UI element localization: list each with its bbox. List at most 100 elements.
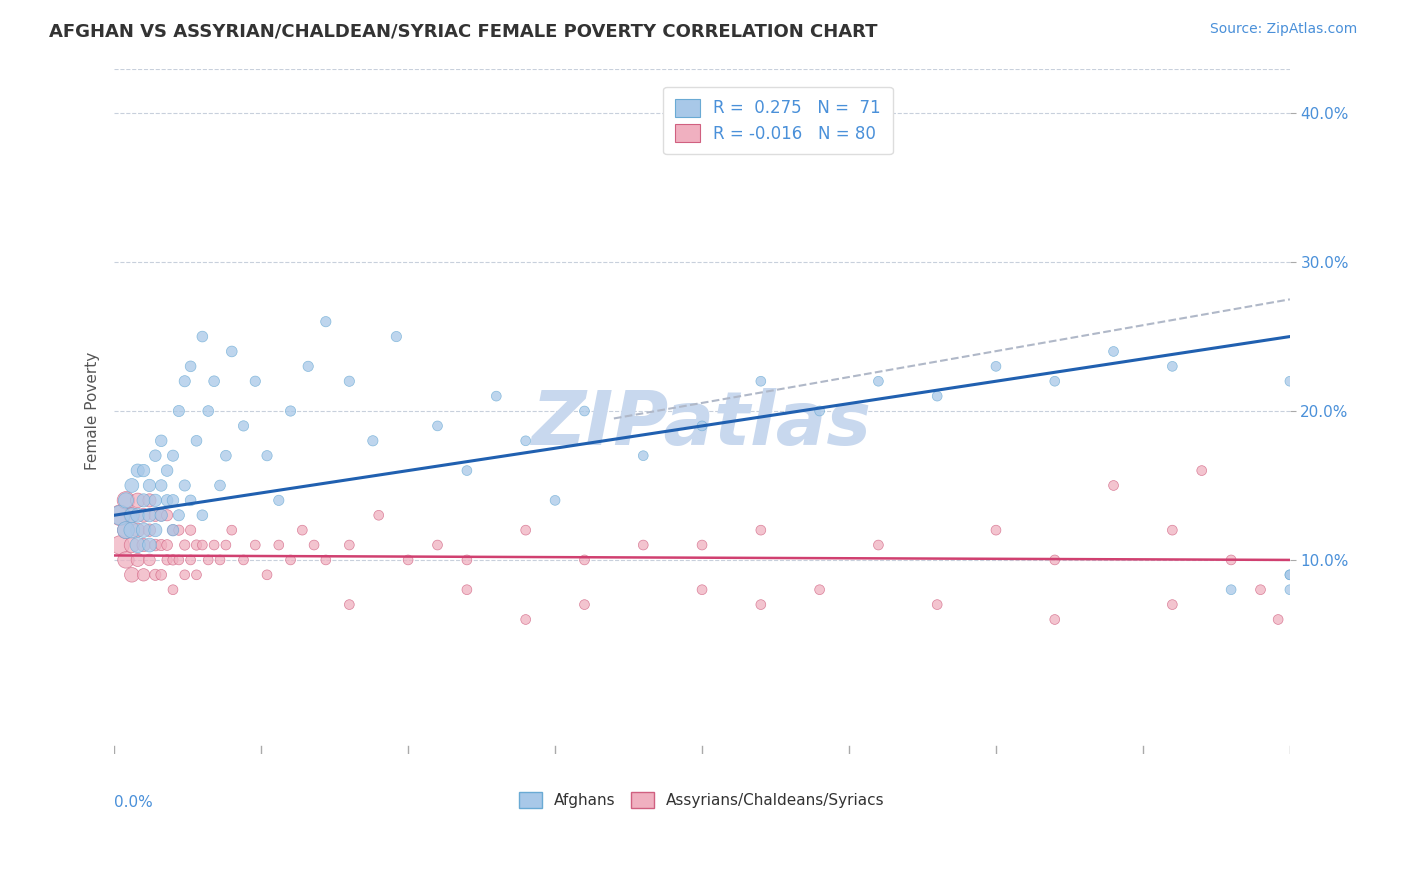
Point <box>173 538 195 552</box>
Point <box>150 538 173 552</box>
Point <box>302 538 325 552</box>
Point <box>1161 598 1184 612</box>
Point <box>150 434 173 448</box>
Point <box>132 493 155 508</box>
Point <box>361 434 384 448</box>
Point <box>515 434 537 448</box>
Point <box>167 523 190 537</box>
Point <box>1278 582 1301 597</box>
Point <box>180 359 202 374</box>
Point <box>150 567 173 582</box>
Point <box>426 418 449 433</box>
Point <box>337 538 360 552</box>
Point <box>162 493 184 508</box>
Point <box>127 464 149 478</box>
Point <box>162 582 184 597</box>
Point <box>143 538 166 552</box>
Point <box>143 567 166 582</box>
Point <box>426 538 449 552</box>
Point <box>1278 374 1301 388</box>
Point <box>138 508 160 523</box>
Point <box>121 523 143 537</box>
Point <box>515 523 537 537</box>
Point <box>173 567 195 582</box>
Point <box>167 404 190 418</box>
Point <box>162 523 184 537</box>
Point <box>315 553 337 567</box>
Point <box>1102 478 1125 492</box>
Point <box>150 508 173 523</box>
Point <box>121 538 143 552</box>
Point <box>291 523 314 537</box>
Point <box>574 404 596 418</box>
Point <box>191 329 214 343</box>
Legend: Afghans, Assyrians/Chaldeans/Syriacs: Afghans, Assyrians/Chaldeans/Syriacs <box>513 786 891 814</box>
Point <box>180 523 202 537</box>
Point <box>221 523 243 537</box>
Point <box>868 374 890 388</box>
Point <box>984 523 1007 537</box>
Point <box>156 464 179 478</box>
Point <box>1278 567 1301 582</box>
Point <box>108 508 131 523</box>
Point <box>633 538 655 552</box>
Point <box>143 493 166 508</box>
Point <box>1220 582 1243 597</box>
Point <box>115 493 138 508</box>
Point <box>180 493 202 508</box>
Point <box>749 598 772 612</box>
Point <box>315 315 337 329</box>
Point <box>633 449 655 463</box>
Point <box>127 553 149 567</box>
Point <box>180 553 202 567</box>
Point <box>115 523 138 537</box>
Point <box>927 598 949 612</box>
Point <box>984 359 1007 374</box>
Point <box>121 508 143 523</box>
Point <box>162 449 184 463</box>
Point <box>115 523 138 537</box>
Text: 0.0%: 0.0% <box>114 795 153 810</box>
Point <box>574 598 596 612</box>
Point <box>156 508 179 523</box>
Point <box>1267 613 1289 627</box>
Point <box>191 508 214 523</box>
Point <box>1043 553 1066 567</box>
Point <box>1250 582 1272 597</box>
Point <box>150 508 173 523</box>
Point <box>143 449 166 463</box>
Point <box>138 523 160 537</box>
Point <box>186 434 208 448</box>
Point <box>385 329 408 343</box>
Point <box>396 553 419 567</box>
Point <box>132 538 155 552</box>
Point <box>280 553 302 567</box>
Point <box>690 418 713 433</box>
Point <box>132 508 155 523</box>
Point <box>337 374 360 388</box>
Y-axis label: Female Poverty: Female Poverty <box>86 351 100 470</box>
Point <box>202 538 225 552</box>
Point <box>167 553 190 567</box>
Point <box>121 567 143 582</box>
Point <box>297 359 319 374</box>
Point <box>221 344 243 359</box>
Point <box>808 404 831 418</box>
Point <box>1278 567 1301 582</box>
Point <box>515 613 537 627</box>
Point <box>1191 464 1213 478</box>
Point <box>690 538 713 552</box>
Point <box>215 538 238 552</box>
Point <box>574 553 596 567</box>
Point <box>173 478 195 492</box>
Point <box>138 493 160 508</box>
Point <box>156 553 179 567</box>
Point <box>808 582 831 597</box>
Point <box>267 493 290 508</box>
Point <box>690 582 713 597</box>
Point <box>337 598 360 612</box>
Point <box>456 464 478 478</box>
Point <box>232 418 254 433</box>
Point <box>749 523 772 537</box>
Point <box>256 567 278 582</box>
